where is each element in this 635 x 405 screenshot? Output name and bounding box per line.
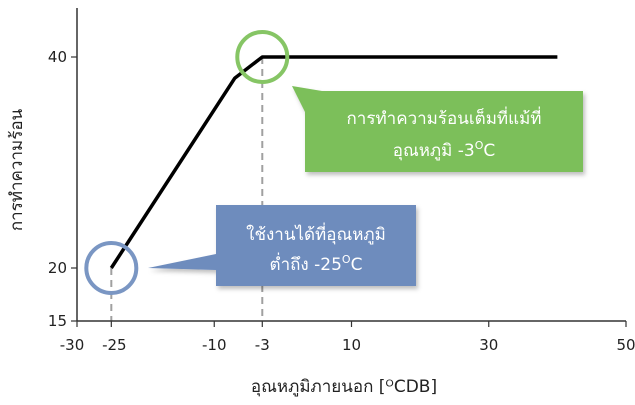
- x-tick-label: 50: [616, 336, 635, 354]
- callout-min-temp-line1: ใช้งานได้ที่อุณหภูมิ: [246, 222, 386, 245]
- x-tick-label: -30: [60, 336, 85, 354]
- y-tick-label: 40: [48, 48, 67, 66]
- x-tick-label: -25: [102, 336, 127, 354]
- callout-full-heating-line1: การทำความร้อนเต็มที่แม้ที่: [347, 106, 542, 129]
- y-tick-label: 20: [48, 259, 67, 277]
- x-tick-label: 10: [342, 336, 361, 354]
- x-ticks: -30 -25 -10 -3 10 30 50: [60, 321, 635, 354]
- y-axis-title: การทำความร้อน: [7, 108, 27, 231]
- x-tick-label: -10: [202, 336, 227, 354]
- x-tick-label: -3: [255, 336, 270, 354]
- y-tick-label: 15: [48, 312, 67, 330]
- x-axis-title: อุณหภูมิภายนอก [ᴼCDB]: [251, 377, 437, 397]
- y-ticks: 15 20 40: [48, 48, 77, 330]
- x-tick-label: 30: [479, 336, 498, 354]
